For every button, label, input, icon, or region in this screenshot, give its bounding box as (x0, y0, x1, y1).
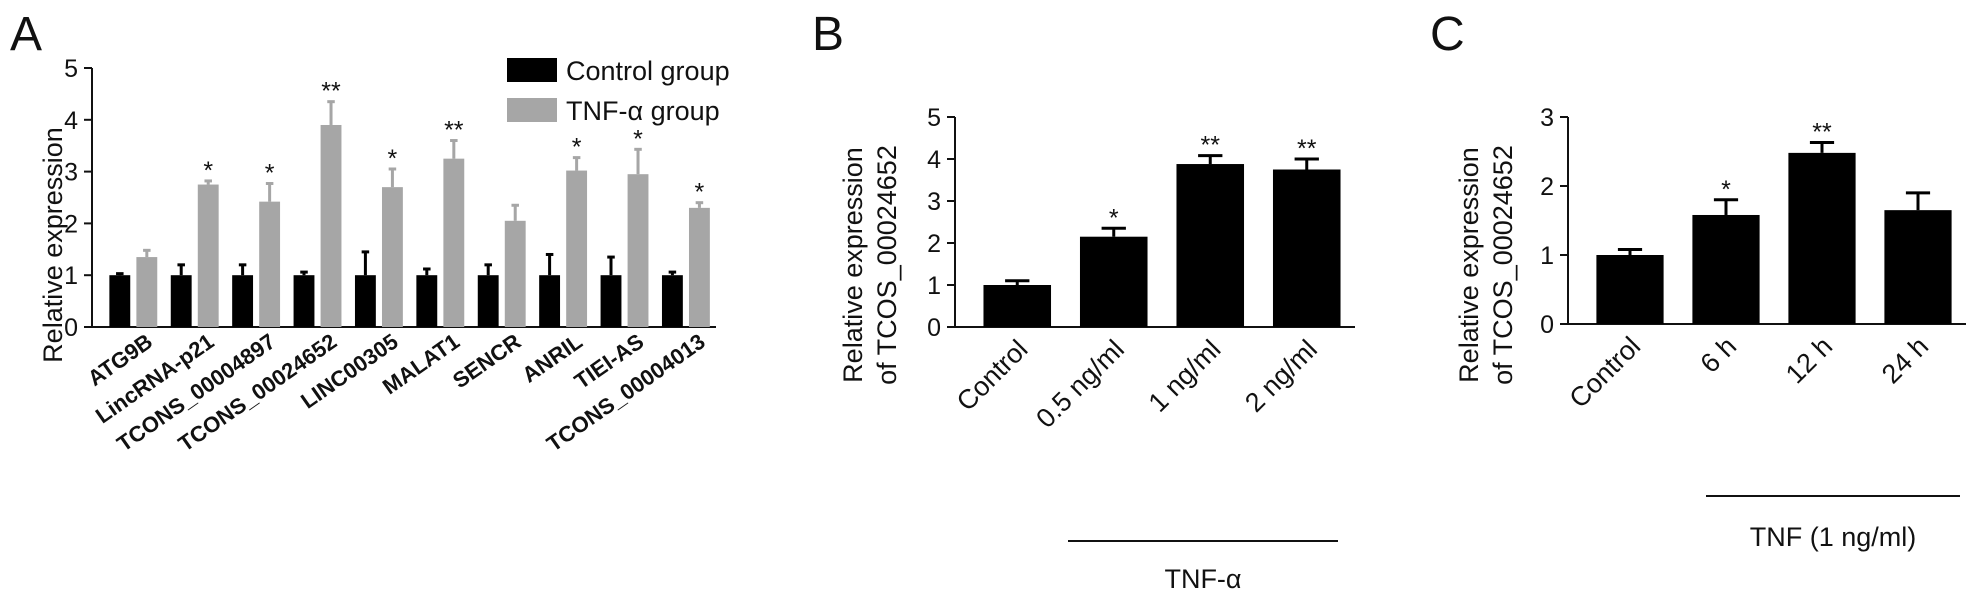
panel-a-control-bar (416, 275, 438, 327)
panel-a-tnf-bar (627, 174, 649, 327)
panel-c-x-tick-label: 12 h (1780, 331, 1838, 389)
panel-a-significance-marker: * (388, 145, 398, 173)
panel-c-y-axis-label-line-2: of TCOS_00024652 (1488, 145, 1518, 385)
panel-a-control-bar (170, 275, 192, 327)
panel-c-bar (1788, 152, 1856, 324)
panel-a-significance-marker: * (695, 179, 705, 207)
panel-a-significance-marker: ** (444, 117, 464, 145)
legend-swatch-control (507, 58, 557, 82)
panel-c-y-tick-label: 2 (1540, 173, 1554, 201)
panel-a-significance-marker: * (265, 160, 275, 188)
panel-a-tnf-bar (320, 124, 342, 327)
panel-a-y-tick-label: 3 (64, 159, 78, 187)
panel-c-x-tick-label: 6 h (1694, 331, 1742, 379)
panel-a-control-bar (354, 275, 376, 327)
panel-b-letter: B (812, 8, 844, 61)
panel-b-y-axis-label-line-1: Relative expression (838, 147, 868, 383)
legend-swatch-tnf (507, 98, 557, 122)
panel-a-tnf-bar (259, 201, 281, 327)
panel-b-significance-marker: ** (1201, 132, 1221, 160)
panel-b-y-tick-label: 5 (927, 104, 941, 132)
panel-c-x-tick-label: 24 h (1876, 331, 1934, 389)
panel-a-y-tick-label: 4 (64, 107, 78, 135)
panel-a-legend: Control group TNF-α group (507, 56, 730, 126)
panel-a-tnf-bar (566, 170, 588, 327)
panel-b: B Relative expression of TCOS_00024652 T… (812, 8, 1355, 594)
panel-c: C Relative expression of TCOS_00024652 T… (1430, 8, 1966, 552)
panel-c-y-tick-label: 1 (1540, 242, 1554, 270)
panel-b-bar (1079, 236, 1148, 327)
panel-a-control-bar (293, 275, 315, 327)
panel-a-control-bar (661, 275, 683, 327)
panel-b-x-tick-label: 0.5 ng/ml (1030, 334, 1130, 434)
panel-a-tnf-bar (136, 257, 158, 327)
panel-b-significance-marker: ** (1297, 135, 1317, 163)
panel-c-y-tick-label: 3 (1540, 104, 1554, 132)
panel-a-tnf-bar (381, 187, 403, 327)
panel-b-x-tick-label: 2 ng/ml (1239, 334, 1323, 418)
panel-a-significance-marker: ** (321, 78, 341, 106)
panel-a-control-bar (539, 275, 561, 327)
panel-a-control-bar (600, 275, 622, 327)
panel-c-y-axis-label-line-1: Relative expression (1454, 147, 1484, 383)
panel-b-y-tick-label: 2 (927, 230, 941, 258)
panel-c-x-tick-label: Control (1563, 331, 1646, 414)
panel-c-significance-marker: ** (1812, 119, 1832, 147)
panel-b-y-axis-label-line-2: of TCOS_00024652 (872, 145, 902, 385)
panel-c-group-label: TNF (1 ng/ml) (1750, 522, 1917, 552)
panel-a-significance-marker: * (572, 134, 582, 162)
panel-c-y-tick-label: 0 (1540, 311, 1554, 339)
panel-a-y-tick-label: 1 (64, 262, 78, 290)
panel-b-bar (983, 285, 1052, 327)
panel-a-significance-marker: * (203, 157, 213, 185)
panel-a-letter: A (10, 8, 42, 61)
panel-a-tnf-bar (443, 158, 465, 327)
panel-a-control-bar (109, 275, 131, 327)
panel-b-y-tick-label: 3 (927, 188, 941, 216)
panel-b-significance-marker: * (1109, 204, 1119, 232)
panel-c-significance-marker: * (1721, 176, 1731, 204)
panel-b-x-tick-label: Control (951, 334, 1034, 417)
panel-a-y-tick-label: 2 (64, 210, 78, 238)
panel-c-bar (1596, 255, 1664, 324)
panel-b-y-tick-label: 1 (927, 272, 941, 300)
panel-a-control-bar (232, 275, 254, 327)
panel-a-tnf-bar (197, 184, 219, 327)
panel-a: A Relative expression Control group TNF-… (10, 8, 730, 456)
panel-b-group-label: TNF-α (1164, 564, 1241, 594)
panel-c-bar (1884, 210, 1952, 324)
panel-a-significance-marker: * (633, 125, 643, 153)
panel-c-bar (1692, 214, 1760, 324)
panel-a-y-axis-label: Relative expression (38, 127, 68, 363)
panel-b-y-tick-label: 4 (927, 146, 941, 174)
panel-a-y-tick-label: 5 (64, 55, 78, 83)
panel-a-control-bar (477, 275, 499, 327)
panel-b-x-tick-label: 1 ng/ml (1143, 334, 1227, 418)
panel-b-y-tick-label: 0 (927, 314, 941, 342)
panel-a-tnf-bar (688, 207, 710, 327)
panel-a-y-tick-label: 0 (64, 314, 78, 342)
panel-b-bar (1272, 169, 1341, 327)
panel-c-letter: C (1430, 8, 1465, 61)
legend-label-control: Control group (566, 56, 730, 86)
panel-a-x-tick-label: SENCR (448, 329, 526, 394)
panel-b-bar (1176, 164, 1245, 327)
panel-a-tnf-bar (504, 220, 526, 327)
legend-label-tnf: TNF-α group (566, 96, 720, 126)
